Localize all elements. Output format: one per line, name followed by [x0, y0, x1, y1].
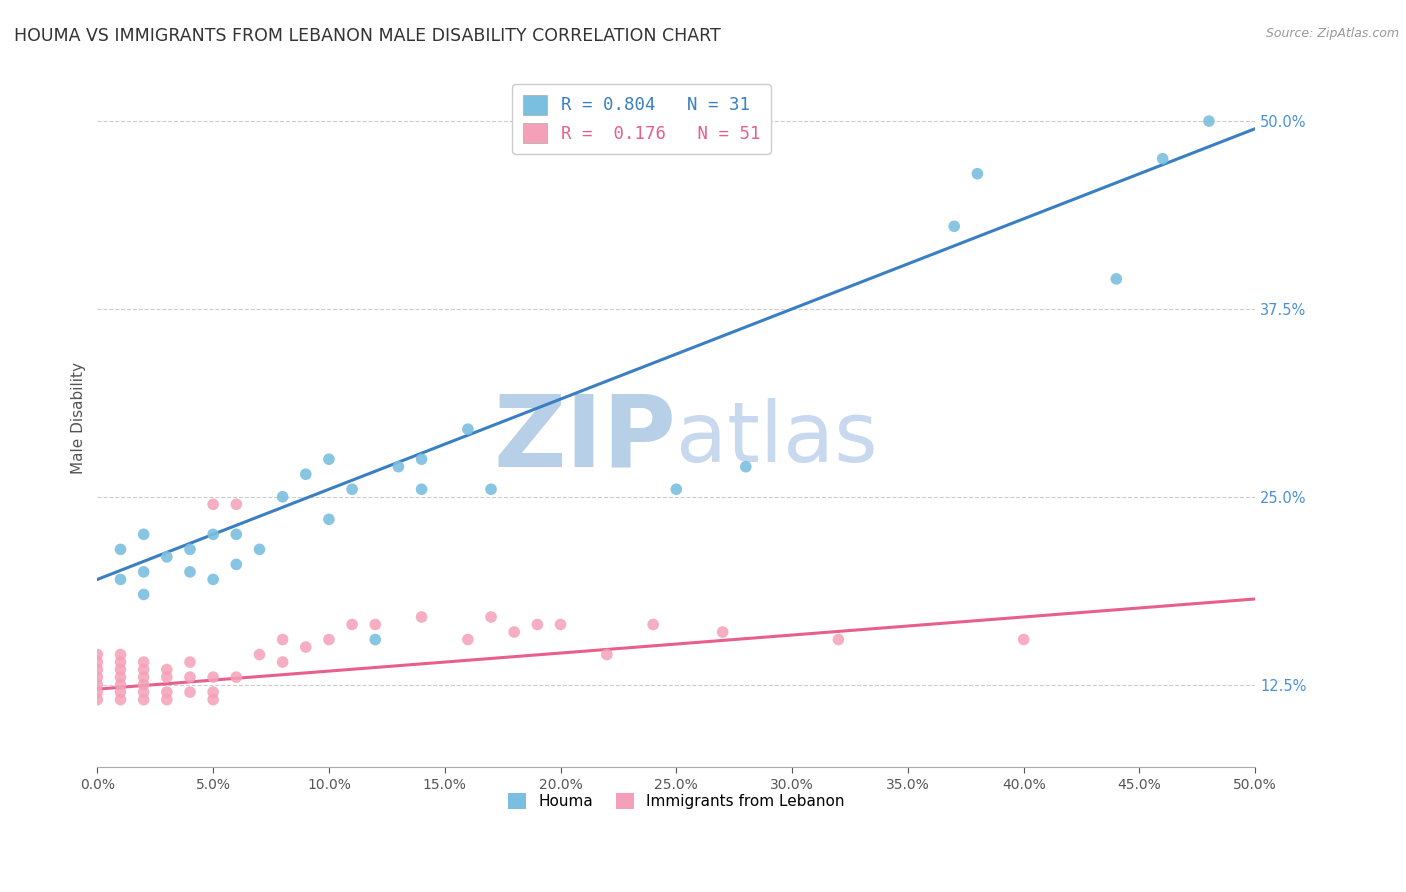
Text: atlas: atlas [676, 399, 879, 479]
Point [457, 422, 479, 436]
Point [156, 670, 179, 684]
Point [271, 632, 294, 647]
Point [86, 648, 108, 662]
Point [110, 677, 132, 691]
Point [156, 692, 179, 706]
Point [1012, 632, 1035, 647]
Point [110, 685, 132, 699]
Point [110, 573, 132, 587]
Point [110, 648, 132, 662]
Text: HOUMA VS IMMIGRANTS FROM LEBANON MALE DISABILITY CORRELATION CHART: HOUMA VS IMMIGRANTS FROM LEBANON MALE DI… [14, 27, 721, 45]
Point [179, 655, 201, 669]
Point [225, 558, 247, 572]
Point [225, 497, 247, 511]
Point [202, 497, 225, 511]
Point [110, 670, 132, 684]
Point [86, 692, 108, 706]
Point [943, 219, 966, 234]
Point [86, 670, 108, 684]
Point [202, 573, 225, 587]
Point [479, 482, 502, 496]
Point [110, 542, 132, 557]
Point [318, 632, 340, 647]
Point [340, 617, 363, 632]
Point [1152, 152, 1174, 166]
Point [966, 167, 988, 181]
Point [457, 632, 479, 647]
Point [665, 482, 688, 496]
Point [225, 527, 247, 541]
Point [156, 685, 179, 699]
Point [110, 655, 132, 669]
Point [411, 610, 433, 624]
Point [225, 670, 247, 684]
Point [86, 685, 108, 699]
Point [526, 617, 548, 632]
Point [86, 655, 108, 669]
Point [179, 670, 201, 684]
Point [318, 512, 340, 526]
Point [132, 692, 155, 706]
Point [387, 459, 409, 474]
Point [132, 670, 155, 684]
Point [179, 542, 201, 557]
Point [479, 610, 502, 624]
Point [179, 565, 201, 579]
Point [1105, 272, 1128, 286]
Point [132, 663, 155, 677]
Point [110, 663, 132, 677]
Point [643, 617, 665, 632]
Point [156, 663, 179, 677]
Point [271, 655, 294, 669]
Text: ZIP: ZIP [494, 391, 676, 487]
Point [110, 692, 132, 706]
Point [202, 670, 225, 684]
Point [249, 648, 271, 662]
Point [132, 527, 155, 541]
Y-axis label: Male Disability: Male Disability [72, 362, 86, 474]
Point [596, 648, 619, 662]
Legend: Houma, Immigrants from Lebanon: Houma, Immigrants from Lebanon [502, 788, 851, 815]
Point [86, 663, 108, 677]
Point [202, 527, 225, 541]
Point [132, 677, 155, 691]
Point [202, 685, 225, 699]
Point [132, 685, 155, 699]
Point [550, 617, 572, 632]
Point [364, 632, 387, 647]
Point [249, 542, 271, 557]
Point [318, 452, 340, 467]
Point [202, 692, 225, 706]
Point [734, 459, 756, 474]
Point [503, 625, 526, 640]
Point [340, 482, 363, 496]
Point [294, 467, 316, 482]
Point [411, 482, 433, 496]
Point [132, 655, 155, 669]
Point [827, 632, 849, 647]
Point [132, 587, 155, 601]
Point [1198, 114, 1220, 128]
Point [411, 452, 433, 467]
Point [294, 640, 316, 654]
Text: Source: ZipAtlas.com: Source: ZipAtlas.com [1265, 27, 1399, 40]
Point [271, 490, 294, 504]
Point [179, 685, 201, 699]
Point [711, 625, 734, 640]
Point [364, 617, 387, 632]
Point [156, 549, 179, 564]
Point [86, 677, 108, 691]
Point [132, 565, 155, 579]
